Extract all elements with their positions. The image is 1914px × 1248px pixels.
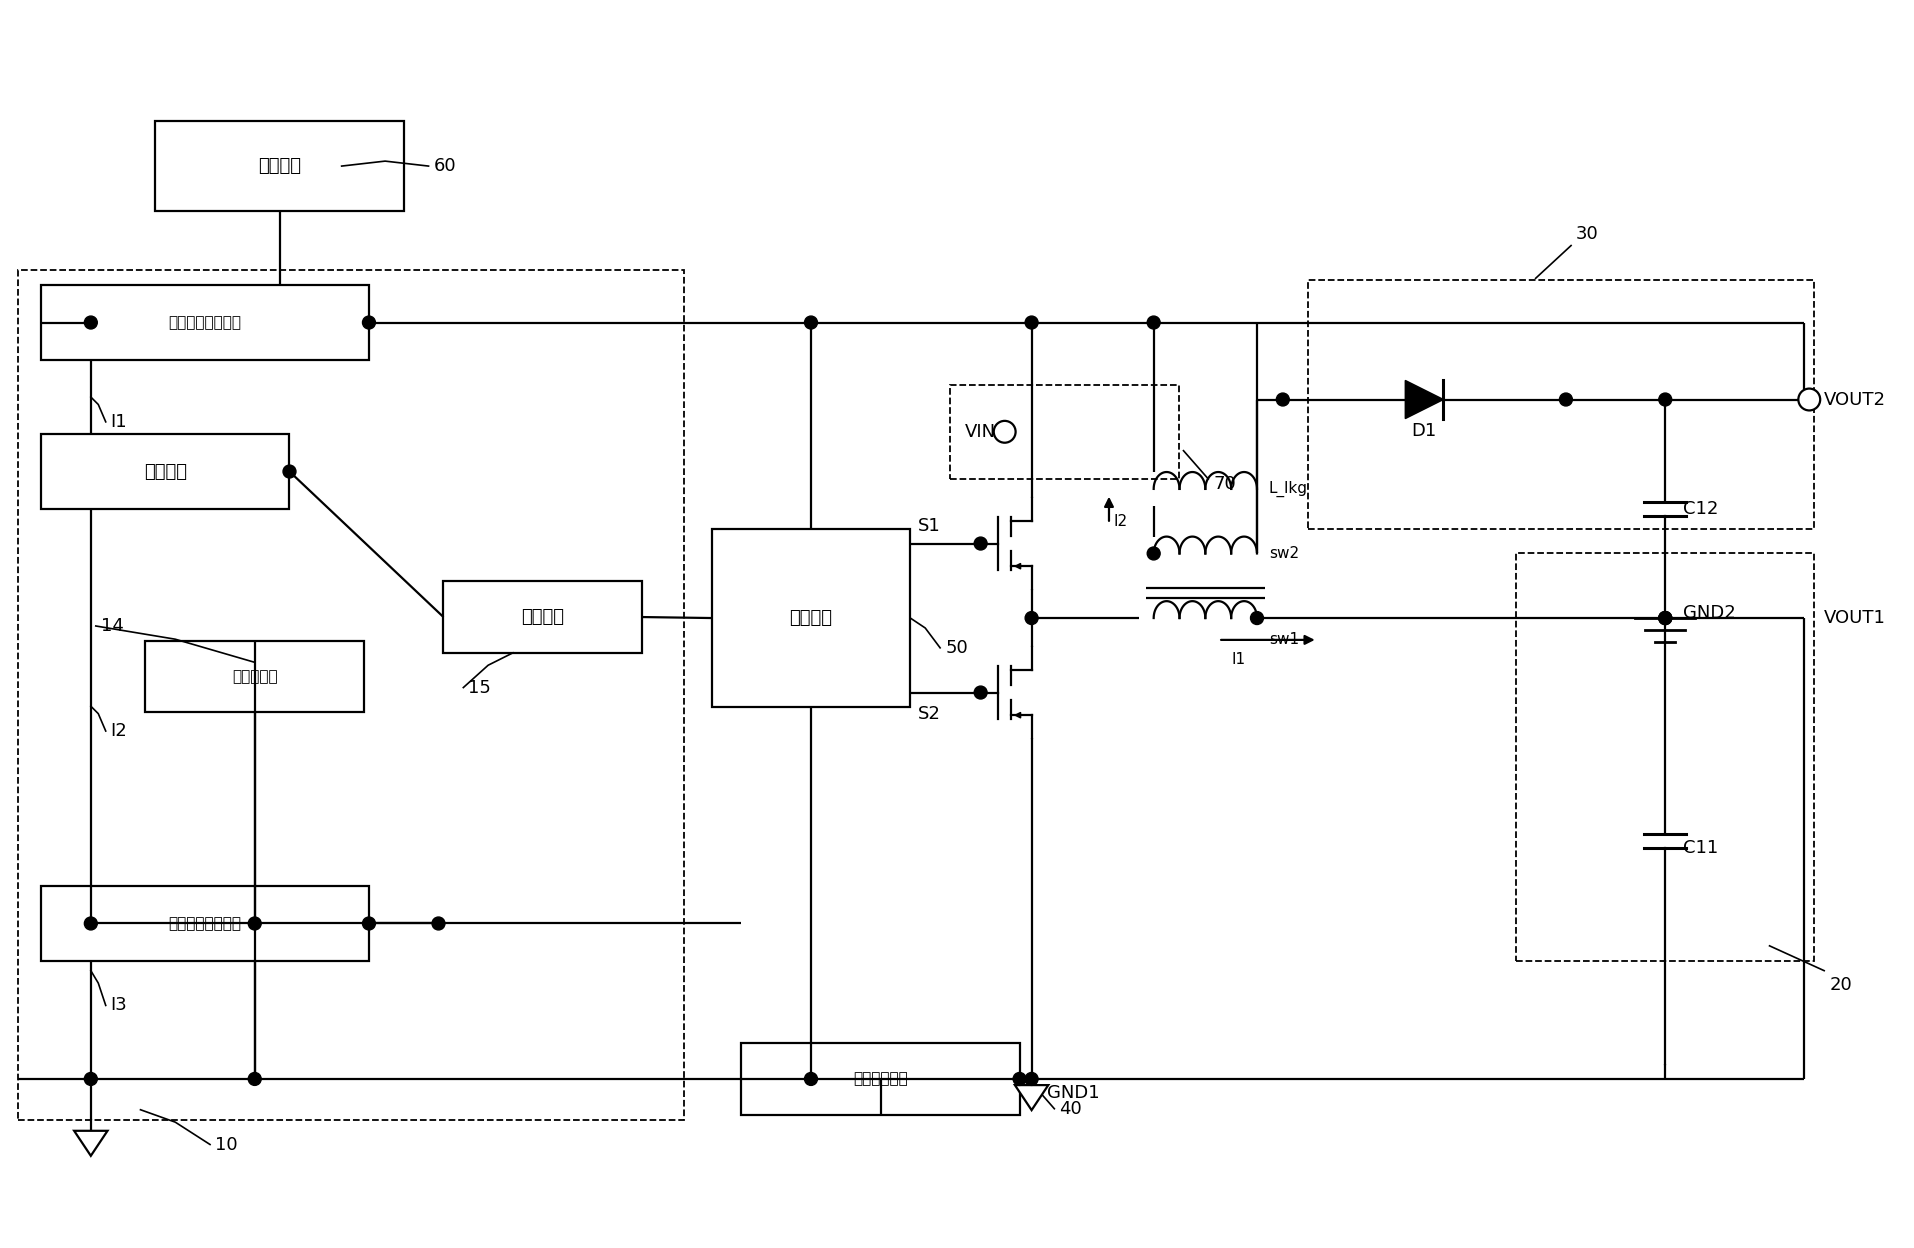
Text: sw2: sw2: [1269, 545, 1298, 560]
FancyBboxPatch shape: [40, 886, 369, 961]
Circle shape: [1024, 612, 1037, 624]
FancyBboxPatch shape: [741, 1043, 1018, 1114]
Text: C12: C12: [1682, 499, 1717, 518]
Text: 14: 14: [101, 617, 124, 635]
Circle shape: [1797, 388, 1818, 411]
Text: 10: 10: [214, 1136, 237, 1153]
Circle shape: [362, 917, 375, 930]
Text: 控制模块: 控制模块: [789, 609, 833, 626]
Circle shape: [804, 316, 817, 329]
Text: GND1: GND1: [1045, 1085, 1099, 1102]
Text: 40: 40: [1058, 1099, 1081, 1118]
Text: 过零检测模块: 过零检测模块: [854, 1072, 907, 1087]
Text: C11: C11: [1682, 840, 1717, 857]
Text: VIN: VIN: [965, 423, 995, 441]
Text: 第一电汁生成模块: 第一电汁生成模块: [168, 314, 241, 329]
Text: 60: 60: [433, 157, 456, 175]
Circle shape: [1277, 393, 1288, 406]
Circle shape: [1658, 393, 1671, 406]
Circle shape: [283, 466, 297, 478]
Text: 第一电源: 第一电源: [258, 157, 300, 175]
Circle shape: [974, 537, 986, 550]
Polygon shape: [75, 1131, 107, 1156]
Text: sw1: sw1: [1269, 633, 1298, 648]
Text: 50: 50: [946, 639, 967, 656]
Circle shape: [1658, 612, 1671, 624]
Text: 20: 20: [1828, 976, 1851, 993]
Text: S2: S2: [919, 705, 940, 724]
Text: 第二电汁生成模块: 第二电汁生成模块: [168, 916, 241, 931]
Text: 充放电模块: 充放电模块: [232, 669, 278, 684]
Text: 15: 15: [469, 679, 490, 696]
Circle shape: [1250, 612, 1263, 624]
FancyBboxPatch shape: [444, 582, 641, 653]
Circle shape: [362, 316, 375, 329]
FancyBboxPatch shape: [40, 286, 369, 359]
Text: 开关模块: 开关模块: [144, 463, 188, 480]
Circle shape: [1658, 612, 1671, 624]
FancyBboxPatch shape: [155, 121, 404, 211]
Text: 30: 30: [1575, 225, 1598, 242]
Text: 比较模块: 比较模块: [521, 608, 565, 626]
Circle shape: [1024, 1072, 1037, 1086]
Circle shape: [84, 1072, 98, 1086]
Circle shape: [249, 917, 260, 930]
Circle shape: [433, 917, 444, 930]
Text: I3: I3: [111, 996, 128, 1015]
Text: S1: S1: [919, 517, 940, 534]
Circle shape: [1558, 393, 1571, 406]
Text: I1: I1: [111, 413, 126, 431]
Circle shape: [1658, 612, 1671, 624]
FancyBboxPatch shape: [712, 529, 909, 708]
Text: 70: 70: [1213, 475, 1235, 493]
Circle shape: [84, 917, 98, 930]
FancyBboxPatch shape: [40, 434, 289, 509]
Text: I2: I2: [111, 723, 128, 740]
Circle shape: [249, 1072, 260, 1086]
Text: I1: I1: [1231, 653, 1244, 668]
Text: L_lkg: L_lkg: [1269, 480, 1307, 497]
Text: GND2: GND2: [1682, 604, 1734, 622]
Text: VOUT2: VOUT2: [1824, 391, 1885, 408]
Circle shape: [1146, 316, 1160, 329]
Circle shape: [1013, 1072, 1026, 1086]
Circle shape: [993, 421, 1014, 443]
Circle shape: [1024, 316, 1037, 329]
Text: D1: D1: [1411, 422, 1436, 441]
FancyBboxPatch shape: [145, 641, 364, 713]
Polygon shape: [1014, 1085, 1047, 1111]
Circle shape: [84, 316, 98, 329]
Circle shape: [974, 686, 986, 699]
Text: I2: I2: [1114, 514, 1127, 529]
Circle shape: [1146, 547, 1160, 560]
Text: VOUT1: VOUT1: [1824, 609, 1885, 626]
Polygon shape: [1405, 381, 1443, 418]
Circle shape: [804, 1072, 817, 1086]
